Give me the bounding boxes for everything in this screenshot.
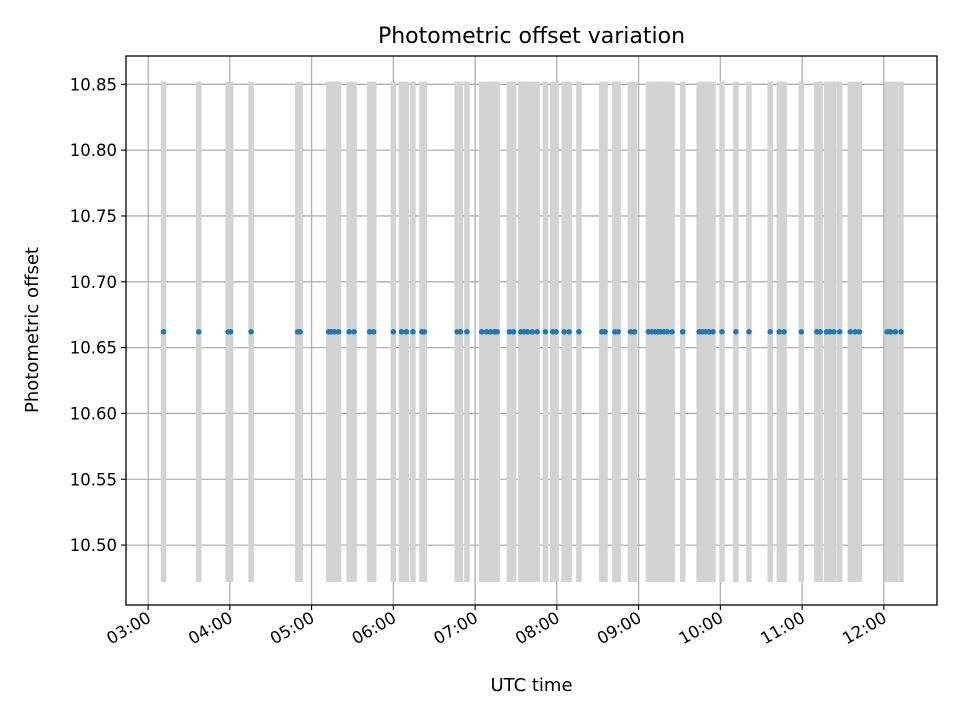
y-tick-label: 10.85 xyxy=(70,75,117,94)
data-point xyxy=(410,329,416,335)
data-point xyxy=(351,329,357,335)
y-tick-label: 10.55 xyxy=(70,470,117,489)
data-point xyxy=(478,329,485,335)
data-point xyxy=(887,329,894,335)
data-point xyxy=(631,329,638,335)
data-point xyxy=(776,329,783,335)
plot-frame xyxy=(125,55,938,606)
data-point xyxy=(664,329,671,335)
data-point xyxy=(627,329,634,335)
y-axis: 10.50 10.55 10.60 10.65 10.70 10.75 10.80 10.85 xyxy=(70,75,126,555)
data-point xyxy=(248,329,254,335)
data-point xyxy=(510,329,517,335)
data-point xyxy=(847,329,854,335)
data-point xyxy=(706,329,712,335)
data-point xyxy=(836,329,843,335)
data-point xyxy=(487,329,494,335)
data-point xyxy=(827,329,833,335)
data-point xyxy=(561,329,568,335)
data-point xyxy=(767,329,774,335)
data-point xyxy=(403,329,410,335)
data-point xyxy=(817,329,823,335)
y-tick-label: 10.50 xyxy=(70,536,117,555)
data-point xyxy=(576,329,582,335)
data-point xyxy=(483,329,490,335)
y-tick-label: 10.60 xyxy=(70,404,117,423)
data-point xyxy=(346,329,352,335)
data-point xyxy=(160,329,167,335)
data-point xyxy=(366,329,373,335)
data-point xyxy=(852,329,859,335)
data-point xyxy=(370,329,377,335)
data-point xyxy=(457,329,464,335)
data-point xyxy=(679,329,686,335)
data-point xyxy=(297,329,303,335)
data-point xyxy=(529,329,536,335)
data-point xyxy=(566,329,572,335)
data-point xyxy=(781,329,787,335)
y-tick-label: 10.75 xyxy=(70,207,117,226)
chart-title: Photometric offset variation xyxy=(378,24,685,49)
data-point xyxy=(227,329,234,335)
data-point xyxy=(542,329,549,335)
data-point xyxy=(421,329,428,335)
data-point xyxy=(892,329,899,335)
data-point xyxy=(335,329,342,335)
data-point xyxy=(615,329,621,335)
data-point xyxy=(798,329,805,335)
data-point xyxy=(831,329,837,335)
data-point xyxy=(553,329,559,335)
data-point xyxy=(746,329,752,335)
data-point xyxy=(494,329,500,335)
data-point xyxy=(733,329,739,335)
data-point xyxy=(669,329,675,335)
y-tick-label: 10.70 xyxy=(70,273,117,292)
data-point xyxy=(331,329,338,335)
y-axis-label: Photometric offset xyxy=(22,247,43,413)
x-axis-label: UTC time xyxy=(490,675,572,696)
data-point xyxy=(898,329,904,335)
data-point xyxy=(710,329,716,335)
data-points xyxy=(160,329,904,335)
data-point xyxy=(398,329,405,335)
data-point xyxy=(602,329,608,335)
data-point xyxy=(464,329,470,335)
data-point xyxy=(195,329,202,335)
data-point xyxy=(856,329,863,335)
data-point xyxy=(506,329,513,335)
y-tick-label: 10.80 xyxy=(70,141,117,160)
data-point xyxy=(719,329,725,335)
data-point xyxy=(390,329,397,335)
data-point xyxy=(534,329,541,335)
data-point xyxy=(524,329,531,335)
y-tick-label: 10.65 xyxy=(70,339,117,358)
